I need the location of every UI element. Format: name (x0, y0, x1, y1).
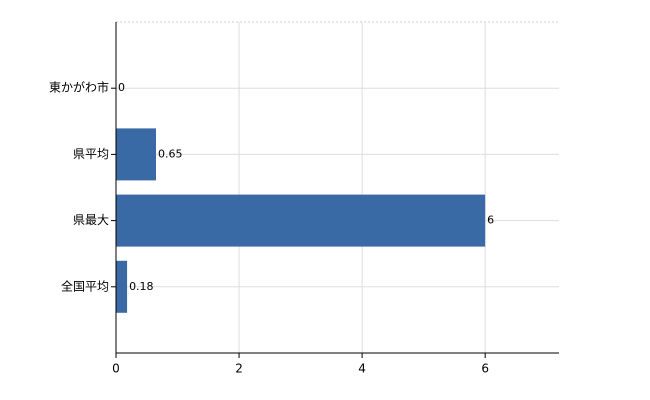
y-tick-label: 県平均 (73, 147, 109, 161)
value-label: 0.65 (158, 147, 183, 160)
bar (116, 194, 486, 247)
bar (116, 128, 156, 181)
y-tick-label: 県最大 (73, 213, 109, 227)
value-label: 0.18 (129, 280, 154, 293)
x-tick-label: 4 (358, 362, 366, 376)
value-label: 0 (118, 81, 125, 94)
value-label: 6 (487, 214, 494, 227)
x-tick-label: 0 (112, 362, 120, 376)
bar (116, 260, 128, 313)
y-tick-label: 全国平均 (61, 278, 109, 293)
x-tick-label: 2 (235, 362, 243, 376)
y-tick-label: 東かがわ市 (49, 80, 109, 95)
x-tick-label: 6 (481, 362, 489, 376)
